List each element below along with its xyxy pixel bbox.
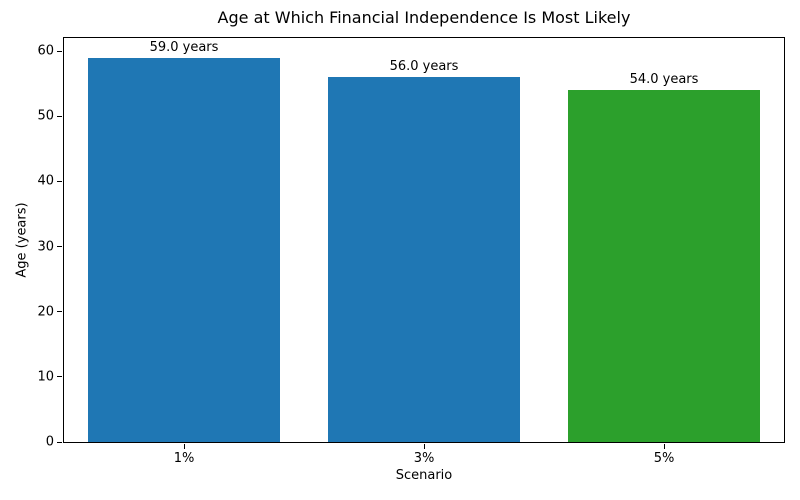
- bar: [88, 57, 280, 442]
- y-tick-mark: [57, 376, 62, 378]
- bar-value-label: 56.0 years: [389, 59, 459, 75]
- plot-area: 0 10 20 30 40 50 60 59.0 years 1% 56.0 years 3% 54.…: [37, 37, 785, 466]
- y-tick-mark: [57, 115, 62, 117]
- bar: [328, 77, 520, 442]
- y-tick-mark: [57, 311, 62, 313]
- y-axis-label: Age (years): [14, 202, 30, 278]
- y-tick-label: 30: [37, 239, 54, 255]
- bar: [568, 90, 760, 442]
- y-tick-label: 0: [45, 434, 54, 450]
- y-tick-label: 40: [37, 173, 54, 189]
- x-tick-label: 5%: [653, 451, 675, 466]
- bar-value-label: 54.0 years: [629, 72, 699, 88]
- y-tick-label: 20: [37, 304, 54, 320]
- chart-title: Age at Which Financial Independence Is M…: [217, 8, 631, 27]
- x-tick-mark: [183, 444, 185, 449]
- x-tick-mark: [663, 444, 665, 449]
- y-tick-mark: [57, 246, 62, 248]
- bar-value-label: 59.0 years: [149, 39, 219, 55]
- y-tick-mark: [57, 441, 62, 443]
- y-tick-label: 60: [37, 43, 54, 59]
- x-tick-label: 3%: [413, 451, 435, 466]
- x-tick-mark: [423, 444, 425, 449]
- x-tick-label: 1%: [173, 451, 195, 466]
- y-tick-mark: [57, 180, 62, 182]
- y-tick-mark: [57, 50, 62, 52]
- y-tick-label: 10: [37, 369, 54, 385]
- x-axis-label: Scenario: [395, 468, 453, 483]
- y-tick-label: 50: [37, 108, 54, 124]
